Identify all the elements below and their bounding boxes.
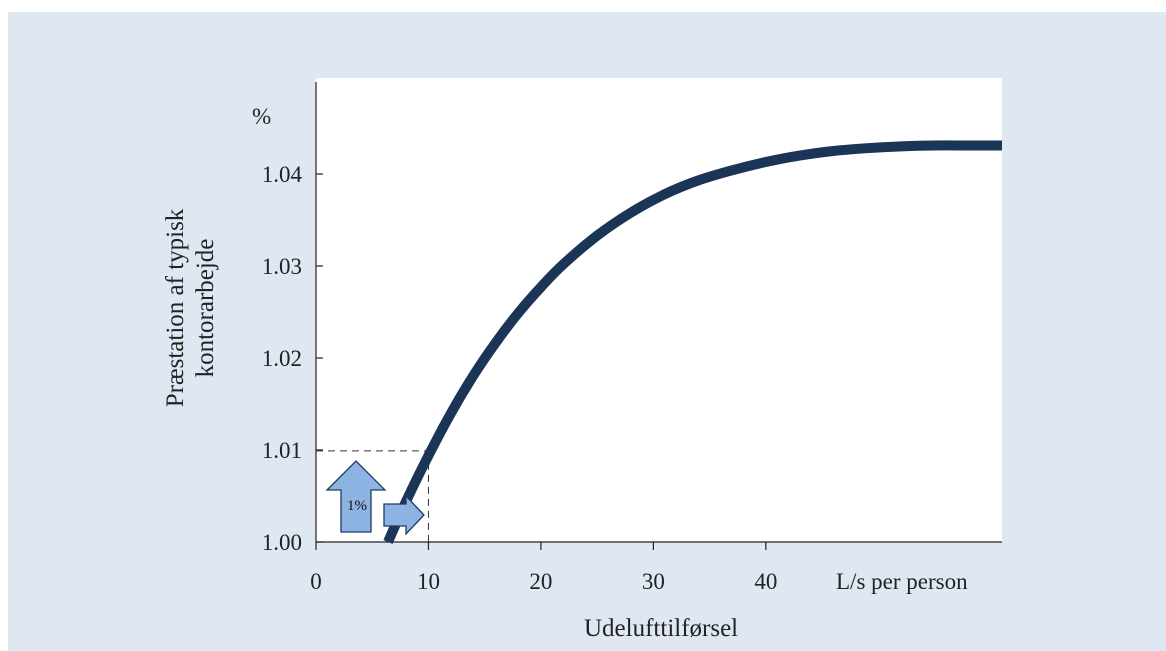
y-tick-label: 1.04 bbox=[262, 162, 303, 187]
x-tick-label: 20 bbox=[529, 569, 552, 594]
x-unit-label: L/s per person bbox=[836, 569, 968, 594]
x-tick-label: 10 bbox=[417, 569, 440, 594]
x-tick-label: 40 bbox=[754, 569, 777, 594]
annotation-arrows: 1% bbox=[325, 460, 425, 536]
x-tick-label: 0 bbox=[310, 569, 322, 594]
y-axis-title-line-2: kontorarbejde bbox=[192, 239, 219, 378]
y-axis-title-line-1: Præstation af typisk bbox=[162, 208, 189, 407]
performance-curve-line bbox=[383, 140, 1002, 545]
y-tick-label: 1.01 bbox=[262, 438, 302, 463]
y-tick-label: 1.00 bbox=[262, 530, 302, 555]
figure-background: 1.00 1.01 1.02 1.03 1.04 0 10 20 30 40 % L/s per… bbox=[8, 12, 1166, 651]
percent-label: 1% bbox=[347, 498, 367, 514]
y-unit-label: % bbox=[252, 104, 271, 129]
x-axis-title: Udelufttilførsel bbox=[584, 615, 738, 642]
y-axis-title: Præstation af typisk kontorarbejde bbox=[162, 208, 219, 407]
y-tick-label: 1.02 bbox=[262, 346, 302, 371]
chart-svg: 1.00 1.01 1.02 1.03 1.04 0 10 20 30 40 % L/s per… bbox=[162, 78, 1002, 642]
right-arrow-icon bbox=[383, 494, 425, 536]
series-group bbox=[383, 140, 1002, 545]
up-arrow-icon bbox=[325, 460, 387, 533]
plot-area bbox=[316, 78, 1002, 542]
x-ticks: 0 10 20 30 40 bbox=[310, 542, 777, 594]
x-tick-label: 30 bbox=[642, 569, 665, 594]
y-tick-label: 1.03 bbox=[262, 254, 302, 279]
y-ticks: 1.00 1.01 1.02 1.03 1.04 bbox=[262, 162, 323, 555]
